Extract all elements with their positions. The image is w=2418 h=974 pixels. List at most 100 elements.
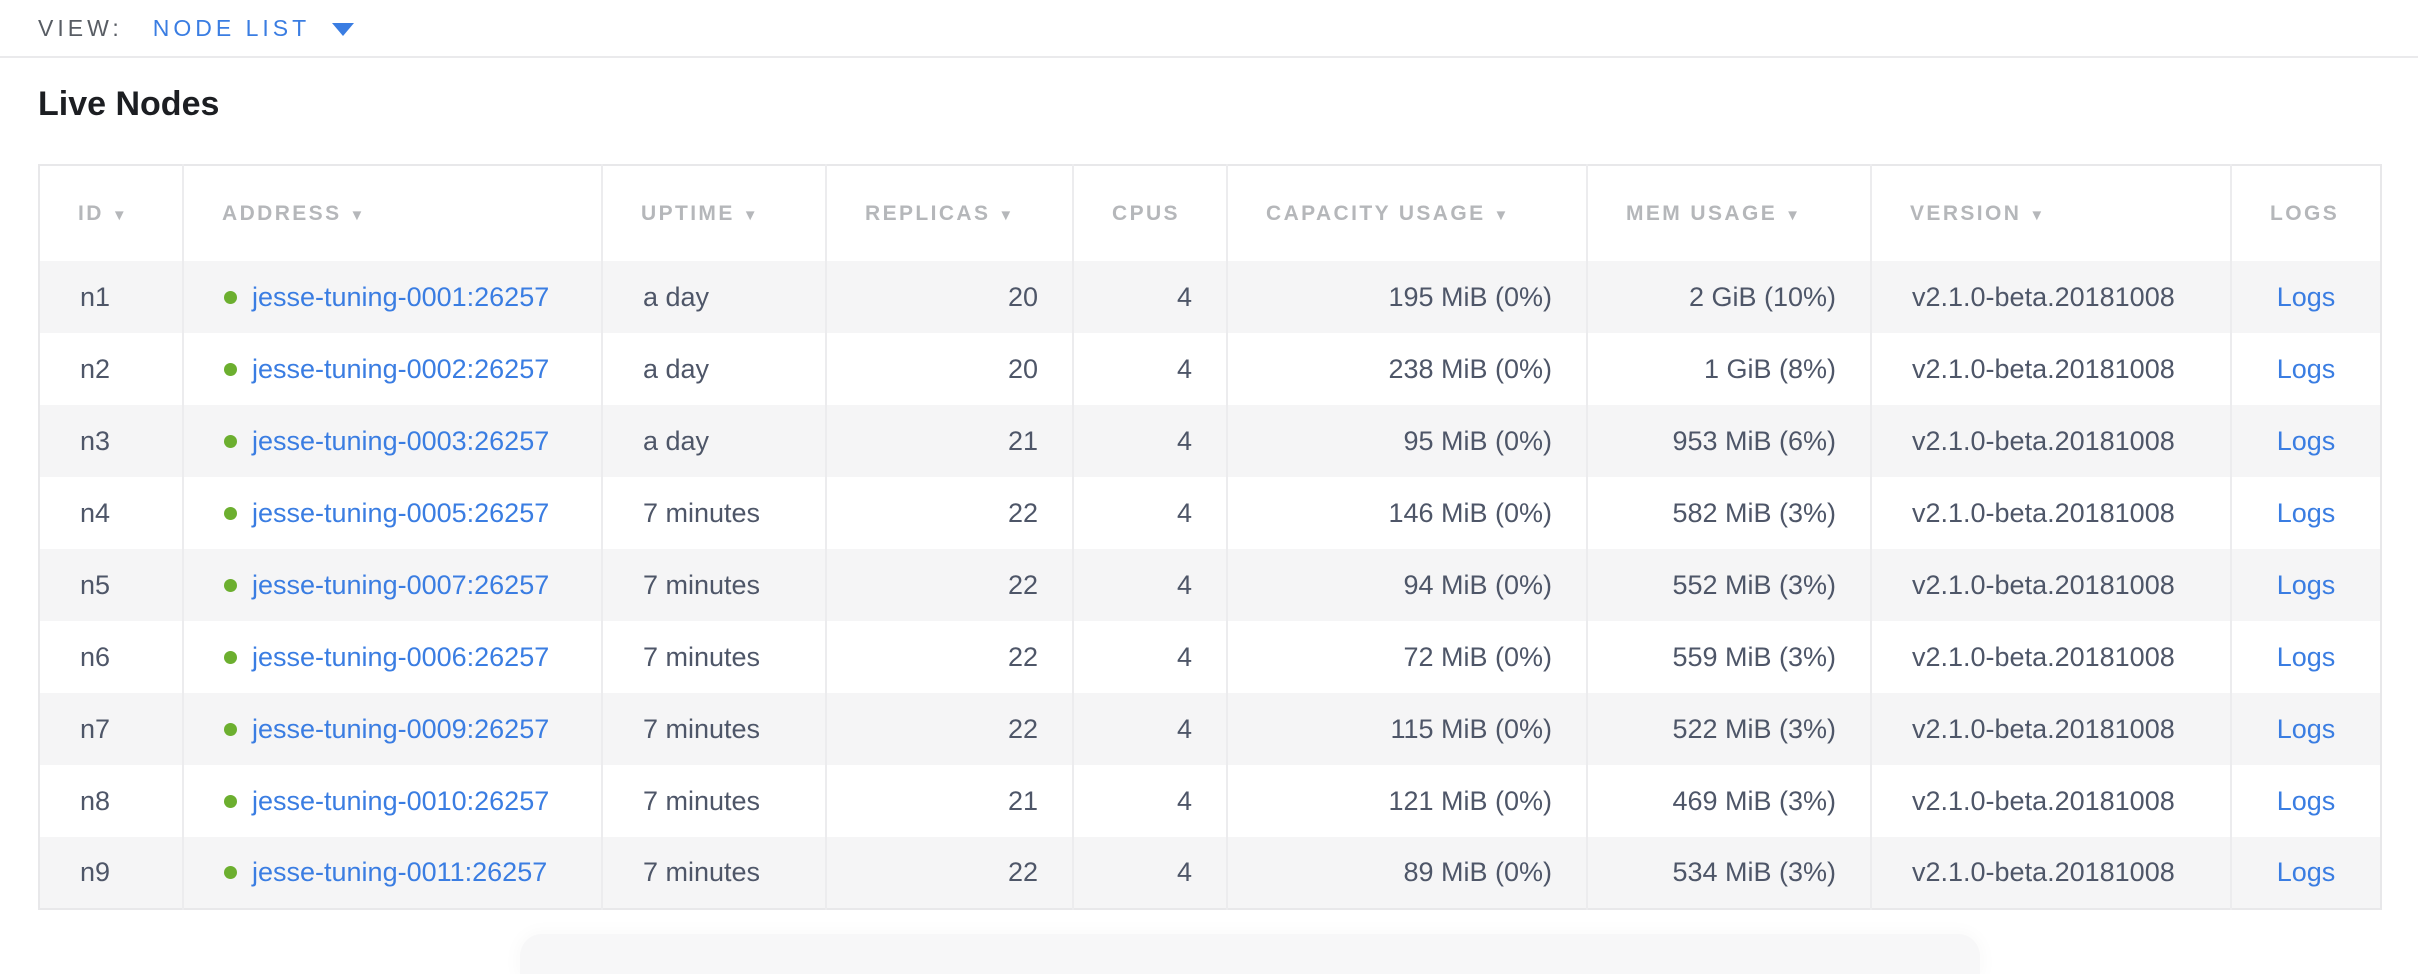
column-header-version[interactable]: VERSION ▼ xyxy=(1870,165,2231,261)
cell-address: jesse-tuning-0002:26257 xyxy=(182,333,602,405)
sort-arrow-icon: ▼ xyxy=(2029,206,2047,224)
cell-capacity-usage: 238 MiB (0%) xyxy=(1226,333,1587,405)
sort-arrow-icon: ▼ xyxy=(1493,206,1511,224)
cell-address: jesse-tuning-0011:26257 xyxy=(182,837,602,909)
column-header-id[interactable]: ID ▼ xyxy=(78,201,130,225)
table-row: n1 jesse-tuning-0001:26257 a day 20 4 19… xyxy=(39,261,2381,333)
logs-link[interactable]: Logs xyxy=(2276,281,2336,312)
cell-uptime: 7 minutes xyxy=(601,477,826,549)
address-link[interactable]: jesse-tuning-0001:26257 xyxy=(252,281,550,312)
view-dropdown[interactable]: NODE LIST xyxy=(153,15,355,42)
node-live-status-icon xyxy=(224,650,237,664)
node-live-status-icon xyxy=(224,578,237,592)
caret-down-icon xyxy=(332,23,355,36)
logs-link[interactable]: Logs xyxy=(2276,713,2336,744)
column-header-uptime[interactable]: UPTIME ▼ xyxy=(601,165,826,261)
node-live-status-icon xyxy=(224,866,237,879)
table-row: n4 jesse-tuning-0005:26257 7 minutes 22 … xyxy=(39,477,2381,549)
cell-uptime: 7 minutes xyxy=(601,837,826,909)
address-link[interactable]: jesse-tuning-0010:26257 xyxy=(252,785,550,816)
address-link[interactable]: jesse-tuning-0011:26257 xyxy=(252,857,548,887)
sort-arrow-icon: ▼ xyxy=(998,206,1016,224)
sort-arrow-icon: ▼ xyxy=(349,206,367,224)
cell-capacity-usage: 94 MiB (0%) xyxy=(1226,549,1587,621)
cell-node-id: n2 xyxy=(80,353,111,384)
logs-link[interactable]: Logs xyxy=(2276,857,2336,887)
cell-node-id: n3 xyxy=(39,405,183,477)
node-table-body: n1 jesse-tuning-0001:26257 a day 20 4 19… xyxy=(39,261,2381,909)
cell-mem-usage: 953 MiB (6%) xyxy=(1586,405,1871,477)
live-nodes-table: ID ▼ ADDRESS ▼ UPTIME ▼ REPLICAS ▼ CPUS CAPA… xyxy=(38,164,2382,910)
logs-link[interactable]: Logs xyxy=(2276,425,2336,456)
cell-mem-usage: 582 MiB (3%) xyxy=(1586,477,1871,549)
address-link[interactable]: jesse-tuning-0002:26257 xyxy=(252,353,550,384)
node-live-status-icon xyxy=(224,362,237,376)
cell-node-id: n4 xyxy=(80,497,111,528)
address-link[interactable]: jesse-tuning-0006:26257 xyxy=(252,641,550,672)
address-link[interactable]: jesse-tuning-0003:26257 xyxy=(252,425,550,456)
cell-cpus: 4 xyxy=(1072,693,1227,765)
column-header-capacity-usage[interactable]: CAPACITY USAGE ▼ xyxy=(1226,165,1587,261)
cell-replicas: 22 xyxy=(825,837,1073,909)
column-header-replicas[interactable]: REPLICAS ▼ xyxy=(825,165,1073,261)
cell-replicas: 22 xyxy=(825,621,1073,693)
node-live-status-icon xyxy=(224,434,237,448)
cell-version: v2.1.0-beta.20181008 xyxy=(1870,549,2231,621)
cell-logs: Logs xyxy=(2230,549,2381,621)
cell-logs: Logs xyxy=(2230,333,2381,405)
node-live-status-icon xyxy=(224,506,237,520)
table-row: n8 jesse-tuning-0010:26257 7 minutes 21 … xyxy=(39,765,2381,837)
page-title: Live Nodes xyxy=(38,85,220,123)
cell-cpus: 4 xyxy=(1072,261,1227,333)
sort-arrow-icon: ▼ xyxy=(742,206,760,224)
table-row: n6 jesse-tuning-0006:26257 7 minutes 22 … xyxy=(39,621,2381,693)
cell-cpus: 4 xyxy=(1072,333,1227,405)
column-header-mem-usage[interactable]: MEM USAGE ▼ xyxy=(1586,165,1871,261)
table-row: n3 jesse-tuning-0003:26257 a day 21 4 95… xyxy=(39,405,2381,477)
cell-version: v2.1.0-beta.20181008 xyxy=(1870,261,2231,333)
cell-mem-usage: 559 MiB (3%) xyxy=(1586,621,1871,693)
cell-version: v2.1.0-beta.20181008 xyxy=(1870,333,2231,405)
cell-cpus: 4 xyxy=(1072,621,1227,693)
cell-version: v2.1.0-beta.20181008 xyxy=(1870,765,2231,837)
cell-logs: Logs xyxy=(2230,837,2381,909)
cell-node-id: n6 xyxy=(80,641,111,672)
cell-node-id: n9 xyxy=(39,837,183,909)
address-link[interactable]: jesse-tuning-0007:26257 xyxy=(252,569,550,600)
cell-uptime: 7 minutes xyxy=(601,549,826,621)
cell-capacity-usage: 146 MiB (0%) xyxy=(1226,477,1587,549)
logs-link[interactable]: Logs xyxy=(2276,641,2336,672)
cell-uptime: 7 minutes xyxy=(601,765,826,837)
cell-capacity-usage: 95 MiB (0%) xyxy=(1226,405,1587,477)
column-header-logs: LOGS xyxy=(2230,165,2381,261)
cell-cpus: 4 xyxy=(1072,549,1227,621)
cell-address: jesse-tuning-0007:26257 xyxy=(182,549,602,621)
cell-uptime: a day xyxy=(601,261,826,333)
logs-link[interactable]: Logs xyxy=(2276,785,2336,816)
cell-node-id: n8 xyxy=(80,785,111,816)
address-link[interactable]: jesse-tuning-0005:26257 xyxy=(252,497,550,528)
cell-logs: Logs xyxy=(2230,477,2381,549)
cell-mem-usage: 1 GiB (8%) xyxy=(1586,333,1871,405)
cell-capacity-usage: 72 MiB (0%) xyxy=(1226,621,1587,693)
table-row: n9 jesse-tuning-0011:26257 7 minutes 22 … xyxy=(39,837,2381,909)
cell-node-id: n1 xyxy=(39,261,183,333)
cell-cpus: 4 xyxy=(1072,405,1227,477)
cell-capacity-usage: 121 MiB (0%) xyxy=(1226,765,1587,837)
cell-mem-usage: 2 GiB (10%) xyxy=(1586,261,1871,333)
cell-logs: Logs xyxy=(2230,261,2381,333)
cell-node-id: n7 xyxy=(39,693,183,765)
logs-link[interactable]: Logs xyxy=(2276,353,2336,384)
cell-logs: Logs xyxy=(2230,621,2381,693)
view-label: VIEW: xyxy=(38,14,123,41)
cell-logs: Logs xyxy=(2230,405,2381,477)
logs-link[interactable]: Logs xyxy=(2276,497,2336,528)
cell-replicas: 20 xyxy=(825,333,1073,405)
column-header-address[interactable]: ADDRESS ▼ xyxy=(182,165,602,261)
cell-logs: Logs xyxy=(2230,765,2381,837)
table-row: n7 jesse-tuning-0009:26257 7 minutes 22 … xyxy=(39,693,2381,765)
cell-address: jesse-tuning-0005:26257 xyxy=(182,477,602,549)
address-link[interactable]: jesse-tuning-0009:26257 xyxy=(252,713,550,744)
logs-link[interactable]: Logs xyxy=(2276,569,2336,600)
cell-node-id: n5 xyxy=(39,549,183,621)
